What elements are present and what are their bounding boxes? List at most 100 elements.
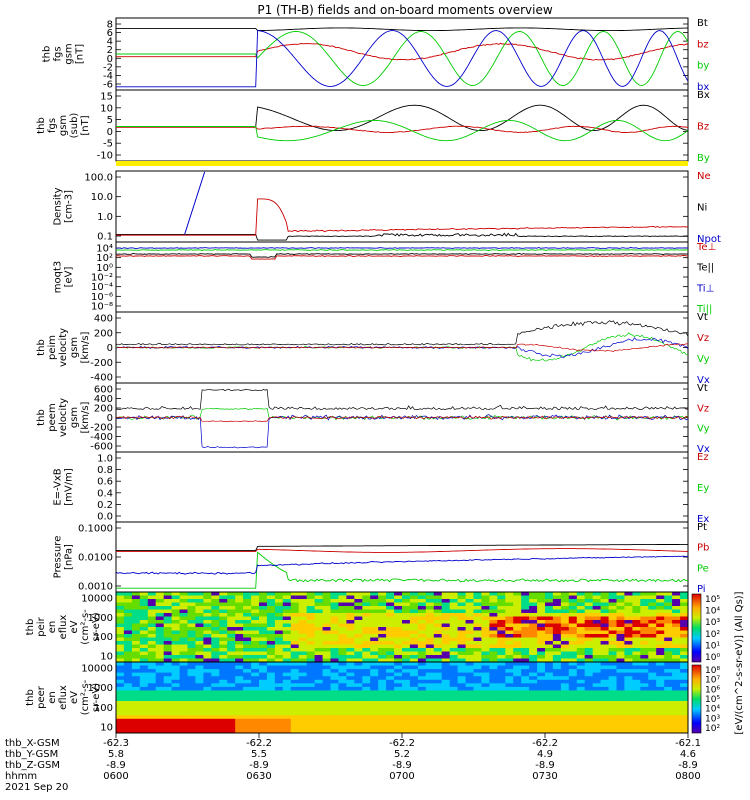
- spectrogram-cell: [227, 718, 236, 723]
- spectrogram-cell: [640, 627, 649, 632]
- spectrogram-cell: [545, 644, 554, 649]
- spectrogram-cell: [346, 708, 355, 713]
- spectrogram-cell: [346, 662, 355, 667]
- spectrogram-cell: [465, 701, 475, 706]
- spectrogram-cell: [123, 606, 133, 611]
- spectrogram-cell: [370, 592, 379, 597]
- spectrogram-cell: [576, 715, 586, 720]
- spectrogram-cell: [600, 662, 610, 667]
- spectrogram-cell: [497, 704, 506, 709]
- spectrogram-cell: [362, 708, 371, 713]
- spectrogram-cell: [402, 694, 411, 699]
- spectrogram-cell: [640, 651, 649, 656]
- spectrogram-cell: [624, 729, 633, 733]
- spectrogram-cell: [116, 665, 125, 670]
- spectrogram-cell: [179, 630, 189, 635]
- spectrogram-cell: [298, 651, 308, 656]
- spectrogram-cell: [664, 662, 673, 667]
- spectrogram-cell: [179, 711, 189, 716]
- spectrogram-cell: [560, 683, 570, 688]
- spectrogram-cell: [656, 613, 665, 618]
- spectrogram-cell: [640, 694, 649, 699]
- spectrogram-cell: [640, 690, 649, 695]
- spectrogram-cell: [354, 672, 363, 677]
- series-npot: [184, 171, 206, 235]
- spectrogram-cell: [187, 634, 196, 639]
- spectrogram-cell: [441, 694, 451, 699]
- spectrogram-cell: [179, 634, 189, 639]
- spectrogram-cell: [441, 672, 451, 677]
- spectrogram-cell: [147, 651, 157, 656]
- spectrogram-cell: [282, 630, 292, 635]
- spectrogram-cell: [370, 658, 379, 662]
- y-tick-label: 10⁰: [96, 263, 113, 274]
- spectrogram-cell: [521, 679, 530, 684]
- spectrogram-cell: [576, 648, 586, 653]
- spectrogram-cell: [251, 651, 260, 656]
- spectrogram-cell: [163, 665, 173, 670]
- spectrogram-cell: [290, 665, 300, 670]
- spectrogram-cell: [338, 634, 347, 639]
- spectrogram-cell: [648, 715, 657, 720]
- spectrogram-cell: [402, 686, 411, 691]
- spectrogram-cell: [648, 599, 657, 604]
- spectrogram-cell: [386, 637, 395, 642]
- spectrogram-cell: [608, 672, 618, 677]
- spectrogram-cell: [259, 606, 268, 611]
- spectrogram-cell: [354, 686, 363, 691]
- spectrogram-cell: [314, 683, 324, 688]
- spectrogram-cell: [497, 651, 506, 656]
- spectrogram-cell: [441, 613, 451, 618]
- spectrogram-cell: [314, 704, 324, 709]
- spectrogram-cell: [187, 627, 196, 632]
- spectrogram-cell: [497, 669, 506, 674]
- spectrogram-cell: [116, 676, 125, 681]
- spectrogram-cell: [370, 662, 379, 667]
- y-tick-label: 200: [94, 328, 113, 339]
- spectrogram-cell: [282, 701, 292, 706]
- spectrogram-cell: [592, 708, 602, 713]
- spectrogram-cell: [441, 669, 451, 674]
- legend-vt: Vt: [697, 312, 708, 323]
- spectrogram-cell: [386, 722, 395, 727]
- spectrogram-cell: [680, 665, 688, 670]
- spectrogram-cell: [274, 623, 284, 628]
- spectrogram-cell: [608, 725, 618, 730]
- spectrogram-cell: [259, 701, 268, 706]
- spectrogram-cell: [425, 676, 435, 681]
- spectrogram-cell: [680, 697, 688, 702]
- y-tick-label: 10⁴: [96, 244, 113, 255]
- spectrogram-cell: [116, 658, 125, 662]
- spectrogram-cell: [672, 711, 681, 716]
- spectrogram-cell: [346, 669, 355, 674]
- spectrogram-cell: [465, 676, 475, 681]
- spectrogram-cell: [195, 634, 204, 639]
- spectrogram-cell: [552, 606, 562, 611]
- spectrogram-cell: [116, 672, 125, 677]
- spectrogram-cell: [330, 718, 339, 723]
- spectrogram-cell: [648, 641, 657, 646]
- spectrogram-cell: [648, 616, 657, 621]
- spectrogram-cell: [227, 651, 236, 656]
- spectrogram-cell: [473, 634, 482, 639]
- legend-bz: Bz: [697, 122, 709, 133]
- spectrogram-cell: [552, 648, 562, 653]
- spectrogram-cell: [441, 708, 451, 713]
- spectrogram-cell: [648, 701, 657, 706]
- spectrogram-cell: [116, 648, 125, 653]
- colorbar-ion-tick-label: 10²: [705, 630, 720, 640]
- spectrogram-cell: [465, 669, 475, 674]
- spectrogram-cell: [362, 701, 371, 706]
- spectrogram-cell: [600, 623, 610, 628]
- spectrogram-cell: [362, 630, 371, 635]
- spectrogram-cell: [481, 701, 490, 706]
- spectrogram-cell: [465, 690, 475, 695]
- spectrogram-cell: [211, 701, 220, 706]
- spectrogram-cell: [545, 613, 554, 618]
- spectrogram-cell: [521, 697, 530, 702]
- spectrogram-cell: [171, 655, 181, 660]
- spectrogram-cell: [545, 708, 554, 713]
- spectrogram-cell: [235, 623, 244, 628]
- spectrogram-cell: [259, 697, 268, 702]
